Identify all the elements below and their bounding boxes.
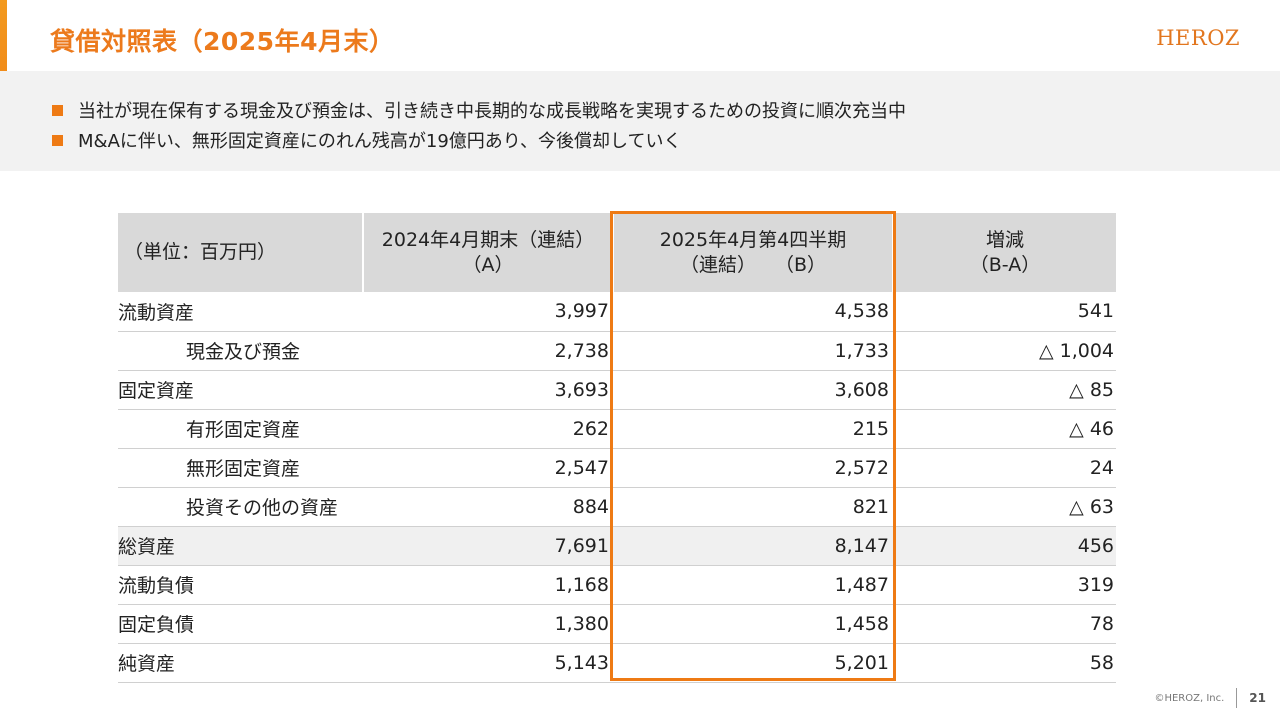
page-title: 貸借対照表（2025年4月末） [50,27,395,56]
col-a-header: 2024年4月期末（連結） （A） [363,213,614,292]
diff-header-line1: 増減 [985,228,1024,251]
table-row: 有形固定資産 262 215 △ 46 [118,409,1116,449]
summary-list: 当社が現在保有する現金及び預金は、引き続き中長期的な成長戦略を実現するための投資… [52,95,906,155]
value-diff: 58 [893,643,1116,683]
row-label: 現金及び預金 [118,331,363,371]
value-a: 1,380 [363,604,613,644]
value-b: 1,733 [613,331,893,371]
value-a: 7,691 [363,526,613,566]
row-label: 固定負債 [118,604,363,644]
table-row: 現金及び預金 2,738 1,733 △ 1,004 [118,331,1116,371]
value-a: 3,997 [363,292,613,332]
row-label: 純資産 [118,643,363,683]
value-diff: 319 [893,565,1116,605]
row-label: 無形固定資産 [118,448,363,488]
copyright-text: ©HEROZ, Inc. [1154,692,1225,704]
summary-box: 当社が現在保有する現金及び預金は、引き続き中長期的な成長戦略を実現するための投資… [0,71,1280,171]
balance-sheet-table: （単位：百万円） 2024年4月期末（連結） （A） 2025年4月第4四半期 … [118,213,1116,683]
value-b: 215 [613,409,893,449]
value-diff: 541 [893,292,1116,332]
row-label: 固定資産 [118,370,363,410]
value-b: 4,538 [613,292,893,332]
table-row: 固定資産 3,693 3,608 △ 85 [118,370,1116,410]
value-b: 3,608 [613,370,893,410]
value-a: 884 [363,487,613,527]
value-b: 1,458 [613,604,893,644]
col-a-header-line2: （A） [462,253,514,276]
value-b: 5,201 [613,643,893,683]
value-a: 5,143 [363,643,613,683]
table-row: 固定負債 1,380 1,458 78 [118,604,1116,644]
row-label: 有形固定資産 [118,409,363,449]
row-label: 流動負債 [118,565,363,605]
value-diff: △ 1,004 [893,331,1116,371]
value-b: 821 [613,487,893,527]
col-b-header: 2025年4月第4四半期 （連結） （B） [613,213,894,292]
company-logo: HEROZ [1156,26,1240,50]
summary-item: 当社が現在保有する現金及び預金は、引き続き中長期的な成長戦略を実現するための投資… [52,95,906,125]
summary-item: M&Aに伴い、無形固定資産にのれん残高が19億円あり、今後償却していく [52,125,906,155]
row-label: 流動資産 [118,292,363,332]
table-row: 投資その他の資産 884 821 △ 63 [118,487,1116,527]
page-number: 21 [1249,691,1266,705]
value-diff: △ 46 [893,409,1116,449]
unit-header: （単位：百万円） [118,213,364,292]
value-a: 1,168 [363,565,613,605]
col-b-header-line1: 2025年4月第4四半期 [659,228,847,251]
row-label: 投資その他の資産 [118,487,363,527]
table-row: 無形固定資産 2,547 2,572 24 [118,448,1116,488]
diff-header-line2: （B-A） [969,253,1041,276]
value-diff: 456 [893,526,1116,566]
col-b-header-line2: （連結） （B） [679,253,827,276]
value-diff: △ 63 [893,487,1116,527]
value-diff: 24 [893,448,1116,488]
value-b: 1,487 [613,565,893,605]
table-row: 流動負債 1,168 1,487 319 [118,565,1116,605]
square-bullet-icon [52,104,63,116]
value-b: 8,147 [613,526,893,566]
unit-label: （単位：百万円） [124,241,277,263]
value-a: 2,547 [363,448,613,488]
value-diff: △ 85 [893,370,1116,410]
row-label: 総資産 [118,526,363,566]
diff-header: 増減 （B-A） [893,213,1116,292]
footer-divider [1236,688,1238,708]
table-row-total: 総資産 7,691 8,147 456 [118,526,1116,566]
summary-text: 当社が現在保有する現金及び預金は、引き続き中長期的な成長戦略を実現するための投資… [78,101,906,122]
table-row: 流動資産 3,997 4,538 541 [118,292,1116,332]
summary-text: M&Aに伴い、無形固定資産にのれん残高が19億円あり、今後償却していく [78,131,682,152]
footer: ©HEROZ, Inc. 21 [1154,688,1266,708]
value-a: 3,693 [363,370,613,410]
square-bullet-icon [52,134,63,146]
value-a: 262 [363,409,613,449]
table-row: 純資産 5,143 5,201 58 [118,643,1116,683]
col-a-header-line1: 2024年4月期末（連結） [381,228,595,251]
value-a: 2,738 [363,331,613,371]
value-b: 2,572 [613,448,893,488]
table-header-row: （単位：百万円） 2024年4月期末（連結） （A） 2025年4月第4四半期 … [118,213,1116,292]
value-diff: 78 [893,604,1116,644]
